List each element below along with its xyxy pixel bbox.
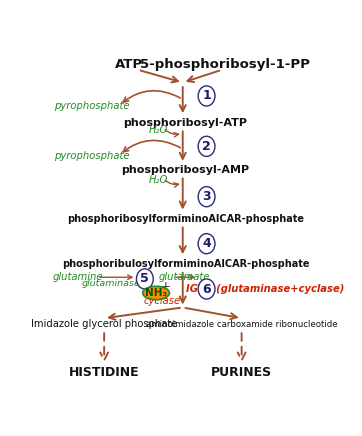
Text: aminoimidazole carboxamide ribonucleotide: aminoimidazole carboxamide ribonucleotid…: [146, 320, 337, 329]
Text: H₂O: H₂O: [149, 175, 169, 185]
Text: 6: 6: [202, 283, 211, 296]
Text: 2: 2: [202, 140, 211, 153]
Text: phosphoribosyl-ATP: phosphoribosyl-ATP: [123, 118, 248, 128]
Text: glutaminase: glutaminase: [82, 279, 140, 288]
Circle shape: [198, 86, 215, 106]
Circle shape: [198, 136, 215, 157]
Text: pyrophosphate: pyrophosphate: [54, 101, 129, 111]
Circle shape: [198, 187, 215, 207]
Circle shape: [198, 234, 215, 254]
Text: cyclase: cyclase: [143, 296, 180, 307]
Text: 1: 1: [202, 89, 211, 102]
Circle shape: [198, 279, 215, 299]
Text: H₂O: H₂O: [149, 125, 169, 135]
Text: glutamine: glutamine: [52, 272, 103, 282]
Text: IGPS (glutaminase+cyclase): IGPS (glutaminase+cyclase): [186, 284, 345, 294]
Text: glutamate: glutamate: [159, 272, 210, 282]
Text: HISTIDINE: HISTIDINE: [69, 366, 139, 379]
Text: Imidazole glycerol phosphate: Imidazole glycerol phosphate: [31, 319, 177, 329]
Text: NH₃: NH₃: [145, 288, 167, 298]
Text: phosphoribosylformiminoAICAR-phosphate: phosphoribosylformiminoAICAR-phosphate: [67, 214, 304, 224]
Text: phosphoribosyl-AMP: phosphoribosyl-AMP: [122, 165, 249, 175]
Text: PURINES: PURINES: [211, 366, 272, 379]
Text: pyrophosphate: pyrophosphate: [54, 151, 129, 161]
Text: 3: 3: [202, 190, 211, 203]
Text: +: +: [161, 280, 171, 293]
Ellipse shape: [143, 286, 169, 300]
Text: ATP: ATP: [115, 58, 143, 71]
Circle shape: [136, 269, 153, 289]
Text: 4: 4: [202, 237, 211, 250]
Text: phosphoribulosylformiminoAICAR-phosphate: phosphoribulosylformiminoAICAR-phosphate: [62, 259, 309, 269]
Text: 5-phosphoribosyl-1-PP: 5-phosphoribosyl-1-PP: [140, 58, 310, 71]
Text: 5: 5: [140, 272, 149, 286]
